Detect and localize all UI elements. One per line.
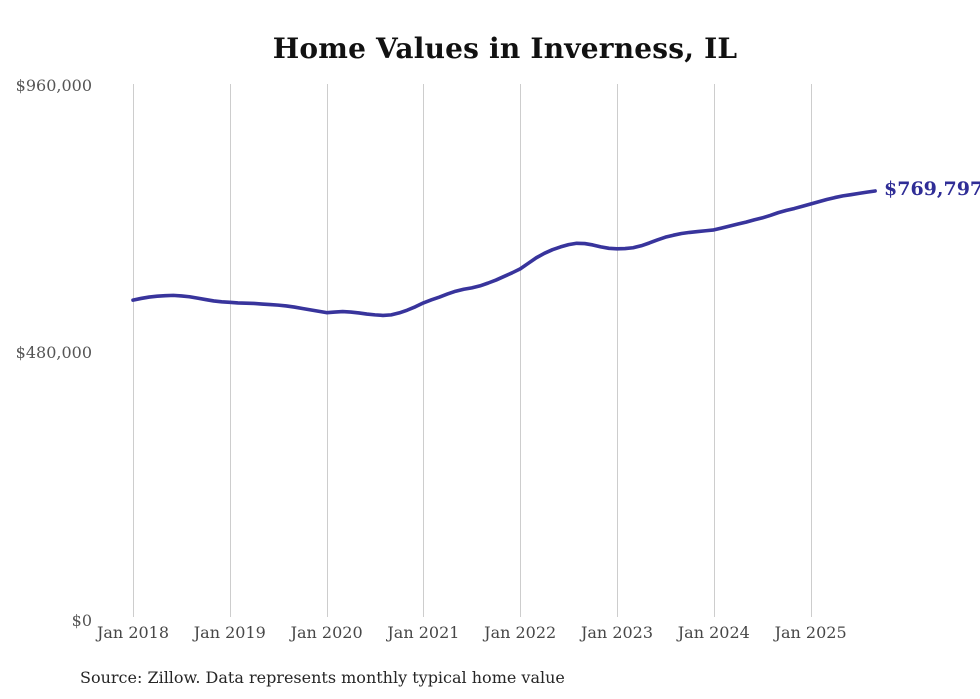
x-axis-tick-label-2025: Jan 2025 [774, 623, 847, 642]
x-axis-tick-label-2023: Jan 2023 [580, 623, 654, 642]
x-axis-tick-label-2018: Jan 2018 [96, 623, 170, 642]
y-axis-tick-label-480000: $480,000 [15, 343, 92, 362]
x-axis-tick-label-2019: Jan 2019 [193, 623, 266, 642]
source-note: Source: Zillow. Data represents monthly … [80, 668, 565, 687]
line-end-value-label: $769,797 [884, 178, 980, 200]
home-value-line [131, 189, 877, 318]
x-axis-tick-label-2020: Jan 2020 [290, 623, 363, 642]
y-axis-tick-label-0: $0 [71, 611, 92, 630]
y-axis-tick-label-960000: $960,000 [15, 76, 92, 95]
chart-title: Home Values in Inverness, IL [272, 32, 738, 65]
x-axis-tick-label-2021: Jan 2021 [387, 623, 460, 642]
x-axis-tick-label-2022: Jan 2022 [484, 623, 557, 642]
x-axis-tick-label-2024: Jan 2024 [677, 623, 750, 642]
